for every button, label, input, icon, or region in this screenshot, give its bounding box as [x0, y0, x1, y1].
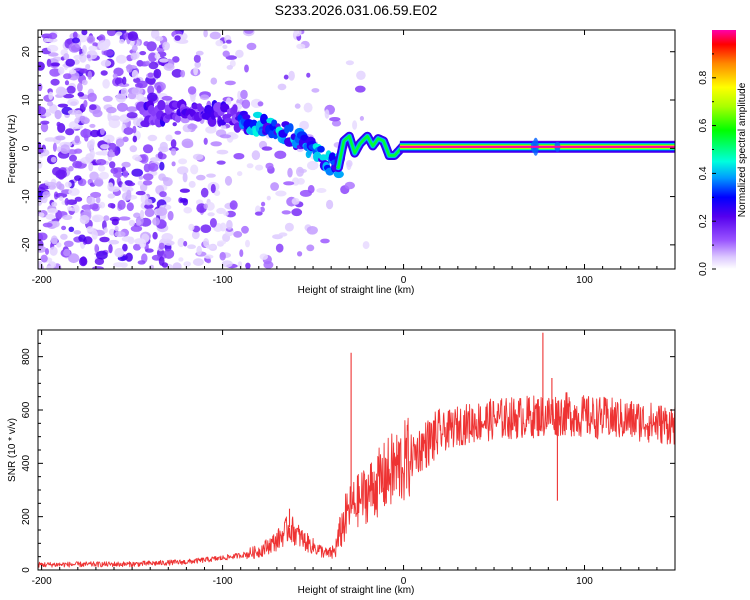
spectrogram-x-tick-label: -100 [213, 275, 233, 286]
snr-series-line [38, 392, 675, 568]
snr-panel: -200 -100 0 100 0 200 400 600 800 Height of stra… [7, 329, 676, 596]
spectrogram-signal [135, 99, 675, 179]
spectrogram-x-axis-label: Height of straight line (km) [298, 285, 415, 296]
spectrogram-x-tick-label: -200 [32, 275, 52, 286]
spectrogram-x-tick-label: 100 [576, 275, 593, 286]
spectrogram-y-tick-label: 20 [21, 46, 32, 58]
snr-y-tick-label: 0 [21, 567, 32, 573]
colorbar-gradient [712, 30, 736, 269]
snr-x-tick-label: -100 [213, 576, 233, 587]
figure-title: S233.2026.031.06.59.E02 [275, 2, 438, 18]
spectrogram-y-tick-label: -20 [21, 237, 32, 252]
snr-x-tick-label: 0 [401, 576, 407, 587]
spectrogram-frame [37, 29, 676, 270]
spectrogram-x-tick-label: 0 [401, 275, 407, 286]
colorbar-tick-label: 0.0 [698, 262, 709, 276]
snr-y-tick-label: 400 [21, 455, 32, 472]
spectrogram-y-tick-label: 10 [21, 94, 32, 106]
snr-x-axis-label: Height of straight line (km) [298, 585, 415, 596]
snr-y-tick-label: 200 [21, 508, 32, 525]
snr-y-tick-label: 600 [21, 401, 32, 418]
spectrogram-noise [38, 30, 370, 269]
spectrogram-y-axis-label: Frequency (Hz) [7, 115, 18, 184]
colorbar-tick-label: 0.8 [698, 70, 709, 84]
snr-x-tick-label: -200 [32, 576, 52, 587]
colorbar-tick-label: 0.4 [698, 166, 709, 180]
colorbar-tick-label: 0.2 [698, 214, 709, 228]
snr-y-axis-label: SNR (10 * v/v) [7, 418, 18, 482]
spectrogram-y-tick-label: -10 [21, 189, 32, 204]
snr-plot-area [38, 330, 675, 570]
spectrogram-y-tick-label: 0 [21, 145, 32, 151]
colorbar-label: Normalized spectral amplitude [737, 82, 748, 217]
colorbar: 0.0 0.2 0.4 0.6 0.8 Normalized spectral ampl… [698, 30, 748, 276]
snr-y-tick-label: 800 [21, 348, 32, 365]
snr-x-tick-label: 100 [576, 576, 593, 587]
colorbar-tick-label: 0.6 [698, 118, 709, 132]
